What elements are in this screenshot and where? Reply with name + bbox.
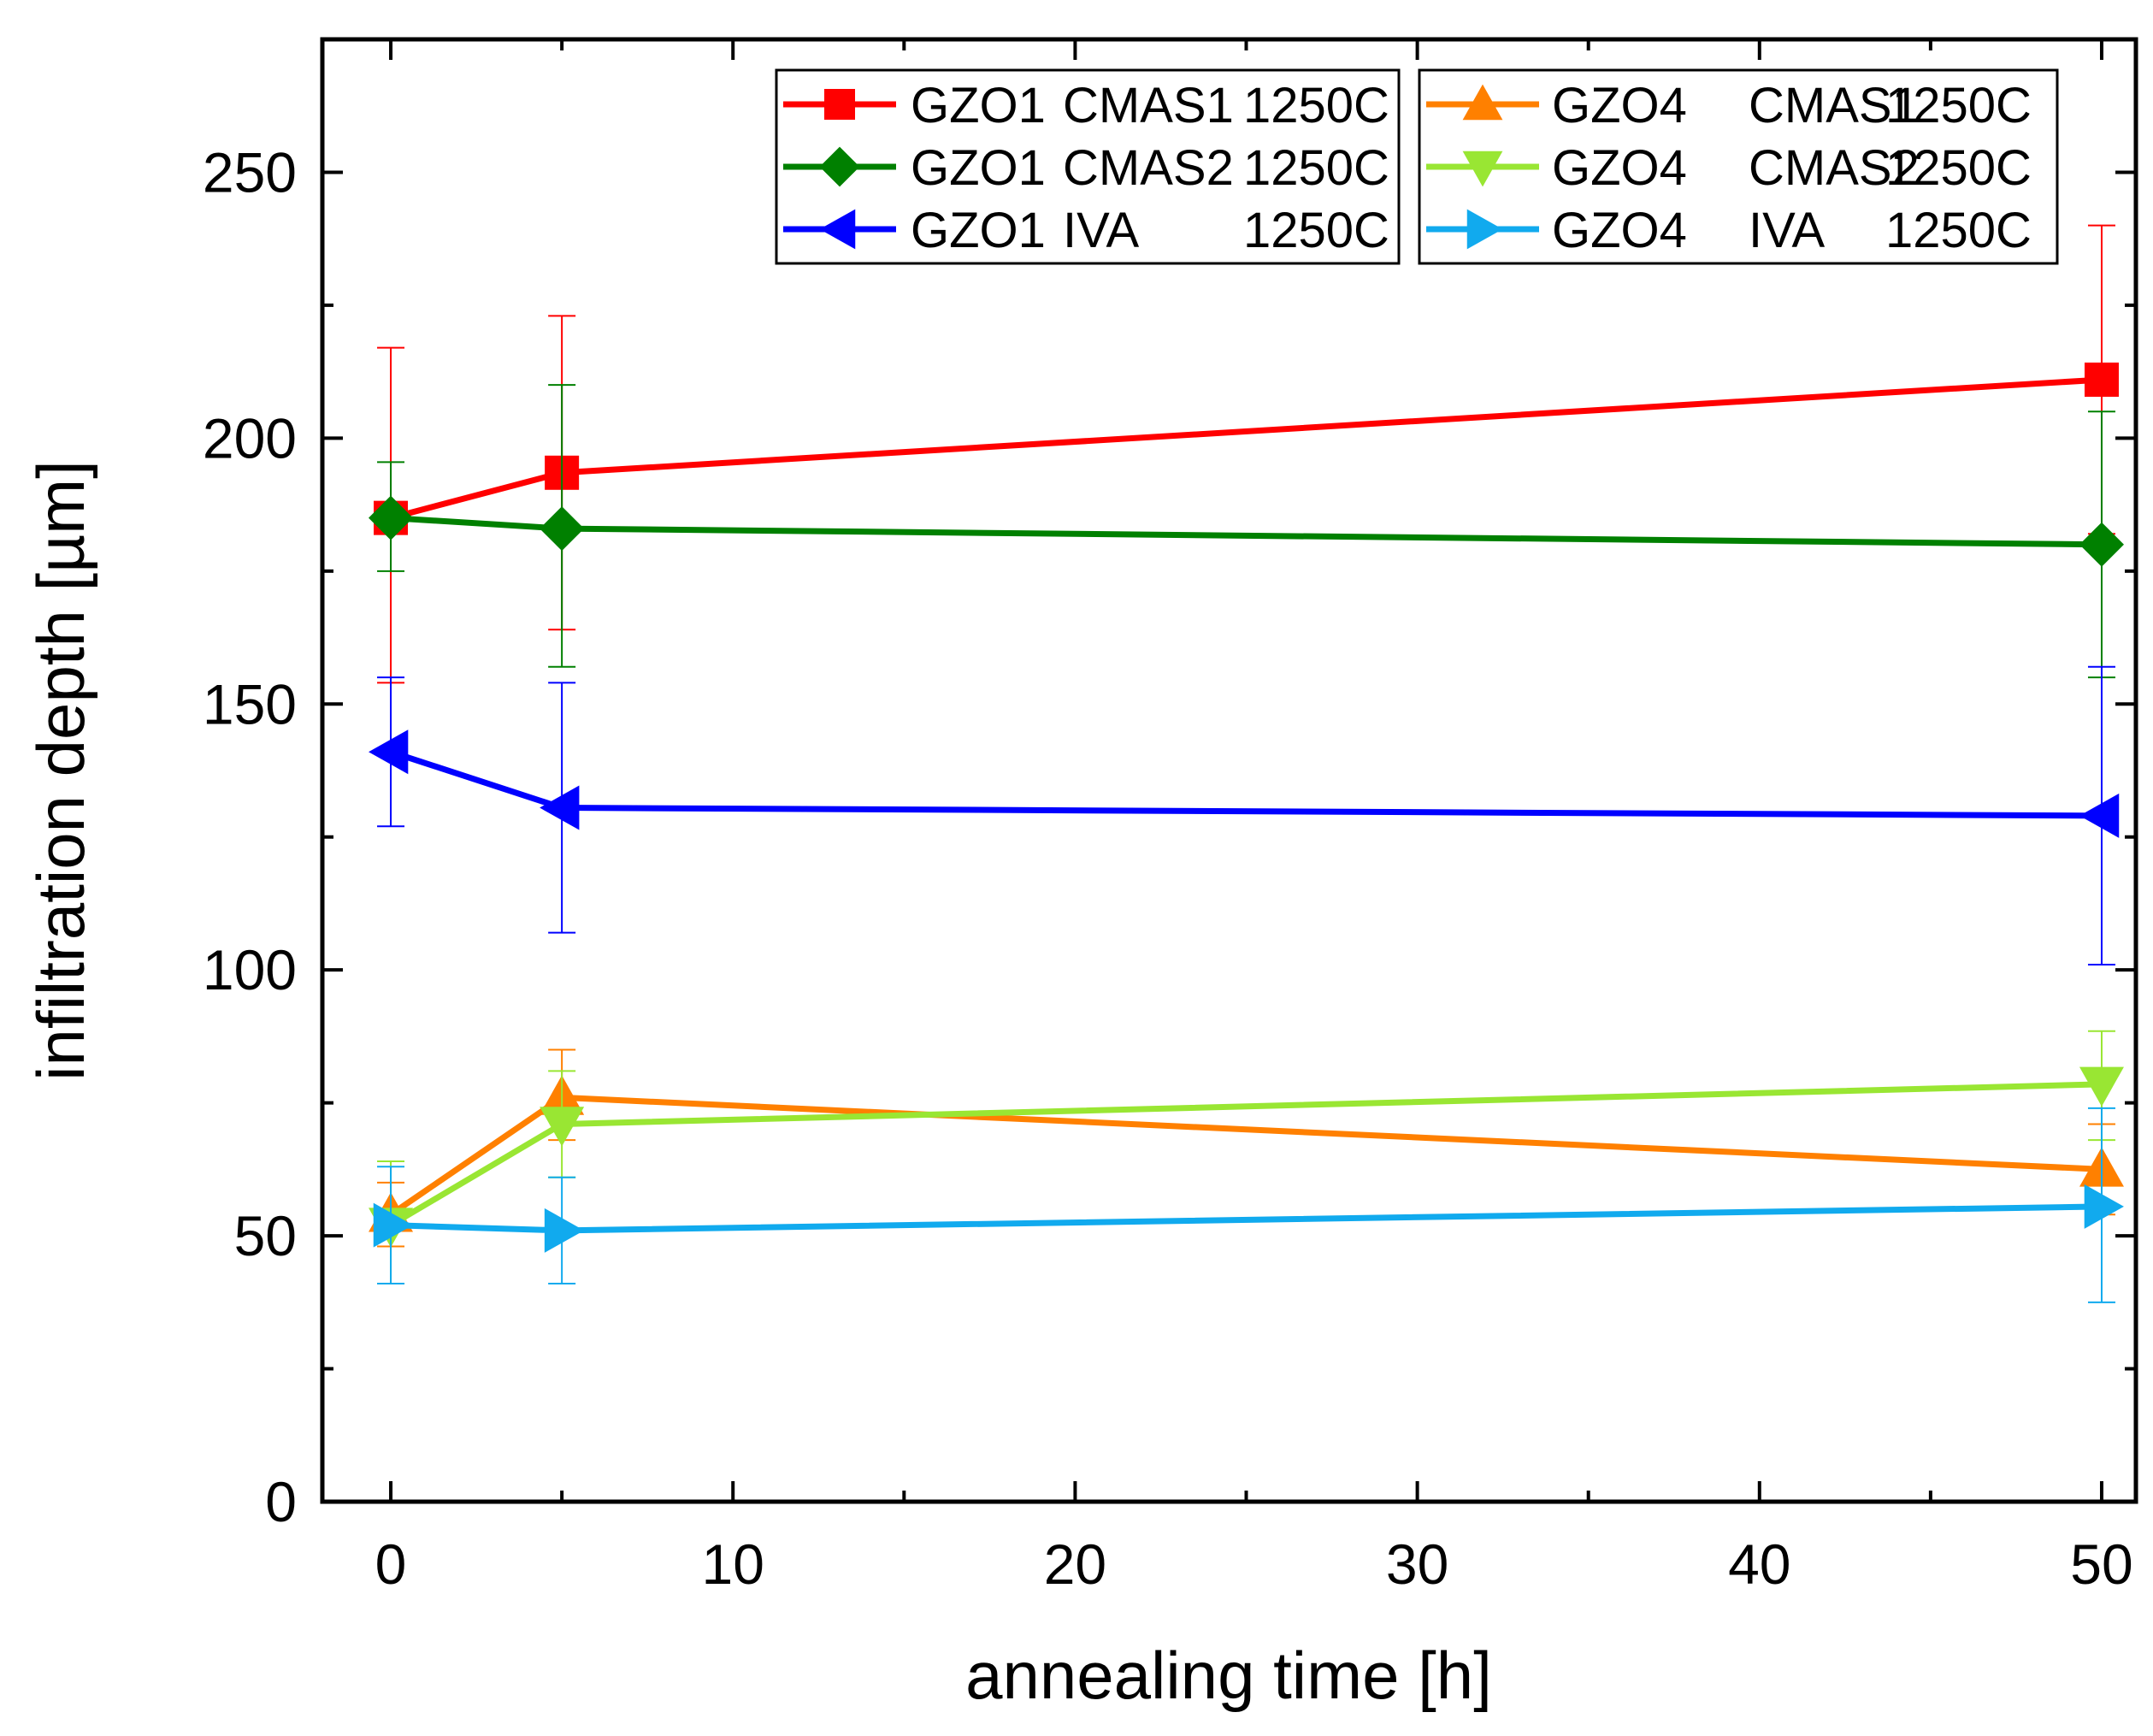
series-gzo1-iva-1250c (369, 665, 2120, 965)
series-layer (369, 224, 2124, 1303)
data-point (2079, 793, 2120, 838)
legend-entry: GZO4 IVA 1250C (1426, 203, 2032, 258)
legend-label: 1250C (1885, 78, 2032, 133)
x-tick-label: 40 (1728, 1532, 1790, 1596)
y-tick-label: 0 (265, 1470, 297, 1533)
legend-label: 1250C (1885, 203, 2032, 258)
legend-entry: GZO1 IVA 1250C (783, 203, 1389, 258)
y-tick-label: 200 (203, 406, 297, 469)
series-line (390, 515, 2103, 548)
data-point (544, 1208, 585, 1253)
legend-swatch-marker (1466, 209, 1503, 250)
y-tick-label: 50 (234, 1204, 297, 1267)
legend-label: 1250C (1243, 78, 1389, 133)
series-line (389, 748, 2102, 819)
series-line (389, 1094, 2103, 1218)
legend-label: GZO4 (1552, 203, 1687, 258)
legend-label: CMAS2 (1749, 140, 1920, 196)
legend-swatch-marker (824, 89, 855, 120)
series-gzo4-cmas2-1250c (369, 1030, 2124, 1285)
x-tick-label: 10 (702, 1532, 764, 1596)
data-point (373, 1202, 414, 1248)
data-point (2084, 1184, 2124, 1229)
data-point (369, 495, 414, 540)
legend-label: CMAS1 (1063, 78, 1234, 133)
data-point (2079, 522, 2124, 567)
y-tick-label: 250 (203, 140, 297, 204)
series-line (390, 376, 2103, 522)
data-point (540, 785, 580, 830)
data-point (540, 506, 585, 552)
series-gzo4-iva-1250c (373, 1107, 2124, 1303)
legend-entry: GZO1 CMAS1 1250C (783, 78, 1389, 133)
data-point (2079, 1066, 2124, 1107)
data-point (369, 729, 409, 775)
y-axis-title: infiltration depth [µm] (23, 460, 98, 1081)
x-axis-title: annealing time [h] (965, 1638, 1492, 1713)
legend-swatch-marker (819, 146, 860, 187)
legend-label: CMAS1 (1749, 78, 1920, 133)
x-tick-label: 0 (375, 1532, 407, 1596)
y-tick-label: 100 (203, 938, 297, 1001)
data-point (540, 1107, 585, 1147)
tick-layer: 0 10 20 30 40 50 0 50 100 150 200 250 (203, 39, 2136, 1596)
legend-label: GZO4 (1552, 140, 1687, 196)
legend-label: GZO4 (1552, 78, 1687, 133)
legend-swatch-marker (1462, 84, 1503, 121)
legend-label: IVA (1063, 203, 1139, 258)
legend-label: CMAS2 (1063, 140, 1234, 196)
series-gzo1-cmas1-1250c (374, 224, 2119, 684)
plot-frame (320, 37, 2138, 1504)
legend-label: IVA (1749, 203, 1825, 258)
series-line (390, 1203, 2103, 1234)
legend-label: 1250C (1243, 203, 1389, 258)
series-gzo1-cmas2-1250c (369, 384, 2124, 679)
legend-label: GZO1 (911, 140, 1046, 196)
y-tick-label: 150 (203, 672, 297, 735)
legend-label: GZO1 (911, 78, 1046, 133)
x-tick-label: 30 (1386, 1532, 1448, 1596)
legend-label: 1250C (1885, 140, 2032, 196)
legend-swatch-marker (819, 209, 856, 250)
legend-entry: GZO1 CMAS2 1250C (783, 140, 1389, 196)
data-point (2084, 362, 2119, 397)
x-tick-label: 50 (2070, 1532, 2132, 1596)
legend-label: GZO1 (911, 203, 1046, 258)
legend-label: 1250C (1243, 140, 1389, 196)
legend-swatch-marker (1462, 151, 1503, 187)
x-tick-label: 20 (1044, 1532, 1106, 1596)
